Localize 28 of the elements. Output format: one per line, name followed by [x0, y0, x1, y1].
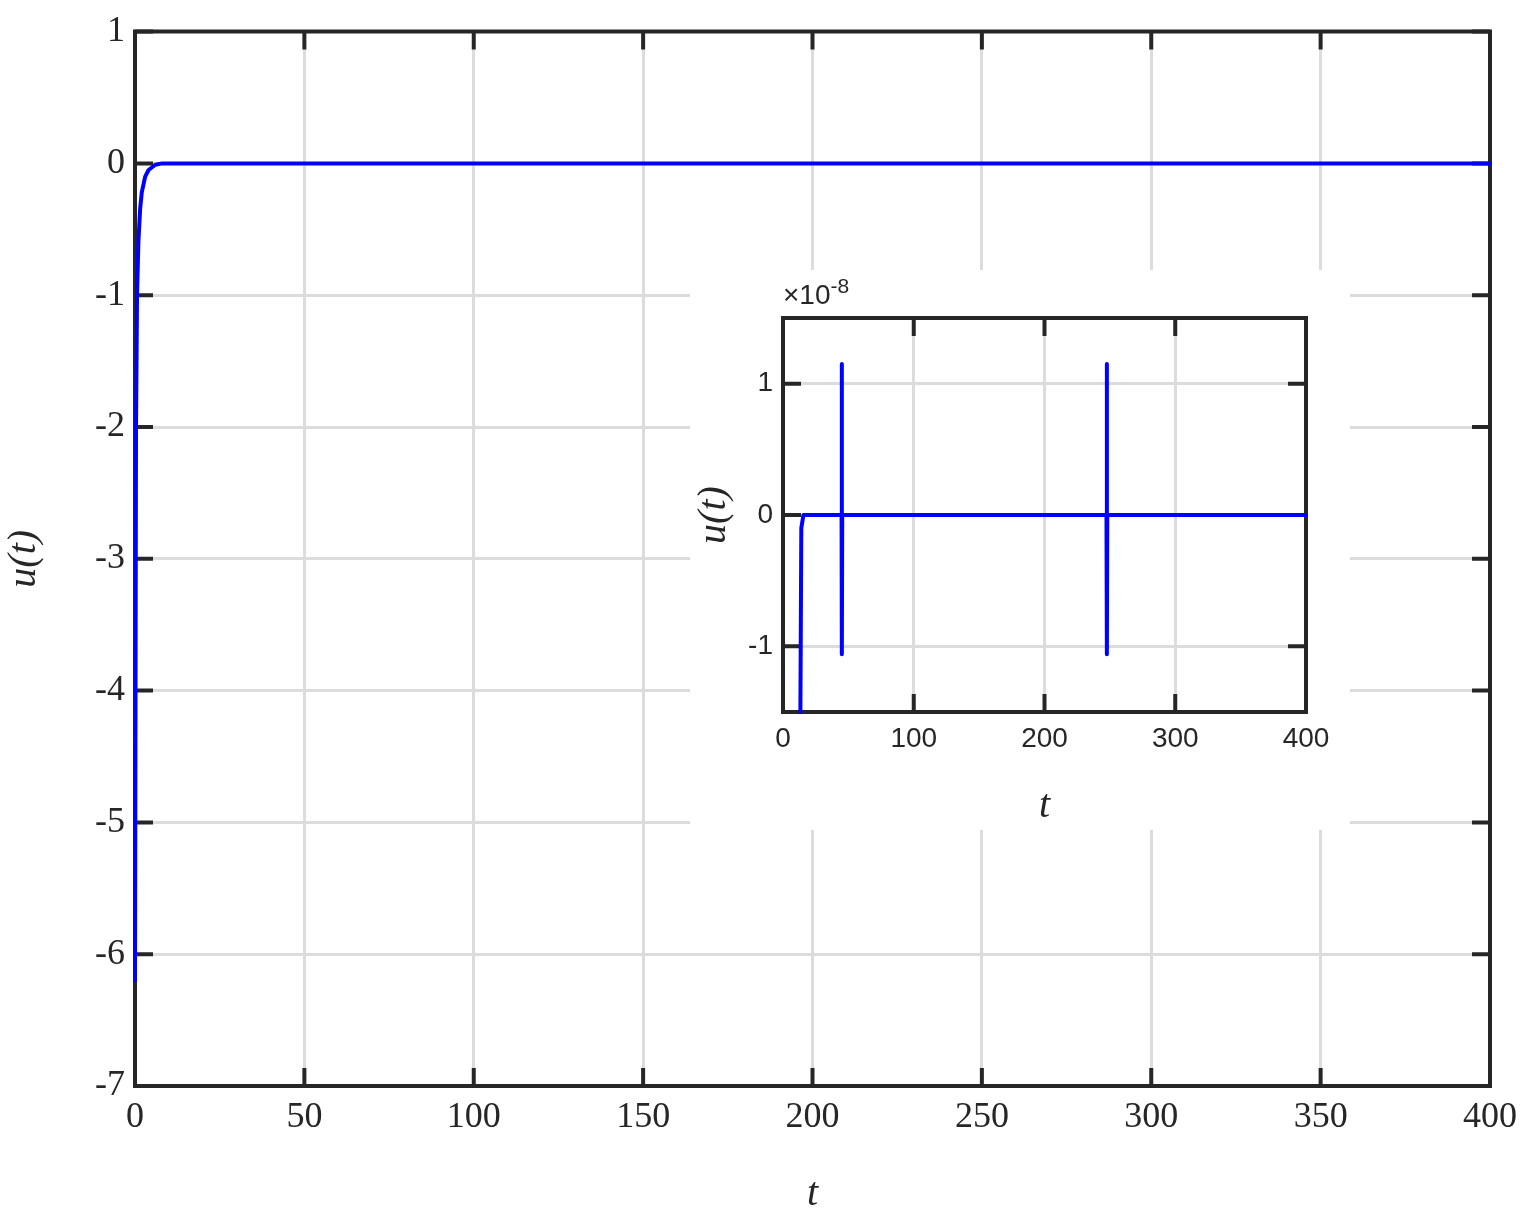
x-tick-label: 200 — [785, 1095, 840, 1136]
y-tick-label: 0 — [107, 140, 125, 181]
x-tick-label: 400 — [1463, 1095, 1517, 1136]
y-tick-label: -1 — [95, 272, 125, 313]
y-tick-label: -1 — [748, 629, 773, 661]
y-axis-title: u(t) — [0, 529, 44, 588]
y-tick-label: -5 — [95, 799, 125, 840]
x-tick-label: 350 — [1293, 1095, 1348, 1136]
y-tick-label: 0 — [757, 497, 773, 529]
x-tick-label: 400 — [1282, 721, 1330, 753]
y-tick-label: -4 — [95, 668, 125, 709]
y-tick-label: 1 — [107, 9, 125, 50]
x-tick-label: 300 — [1124, 1095, 1179, 1136]
x-tick-label: 100 — [890, 721, 938, 753]
x-tick-label: 300 — [1151, 721, 1199, 753]
y-axis-title: u(t) — [688, 486, 734, 544]
y-tick-label: -2 — [95, 404, 125, 445]
x-tick-label: 250 — [954, 1095, 1009, 1136]
x-tick-label: 150 — [616, 1095, 671, 1136]
y-tick-label: -7 — [95, 1063, 125, 1104]
x-tick-label: 200 — [1021, 721, 1068, 753]
x-tick-label: 100 — [446, 1095, 501, 1136]
y-tick-label: -3 — [95, 536, 125, 577]
y-tick-label: -6 — [95, 931, 125, 972]
x-tick-label: 50 — [286, 1095, 323, 1136]
y-tick-label: 1 — [757, 366, 773, 398]
x-axis-title: t — [806, 1168, 819, 1214]
x-axis-title: t — [1038, 780, 1051, 826]
